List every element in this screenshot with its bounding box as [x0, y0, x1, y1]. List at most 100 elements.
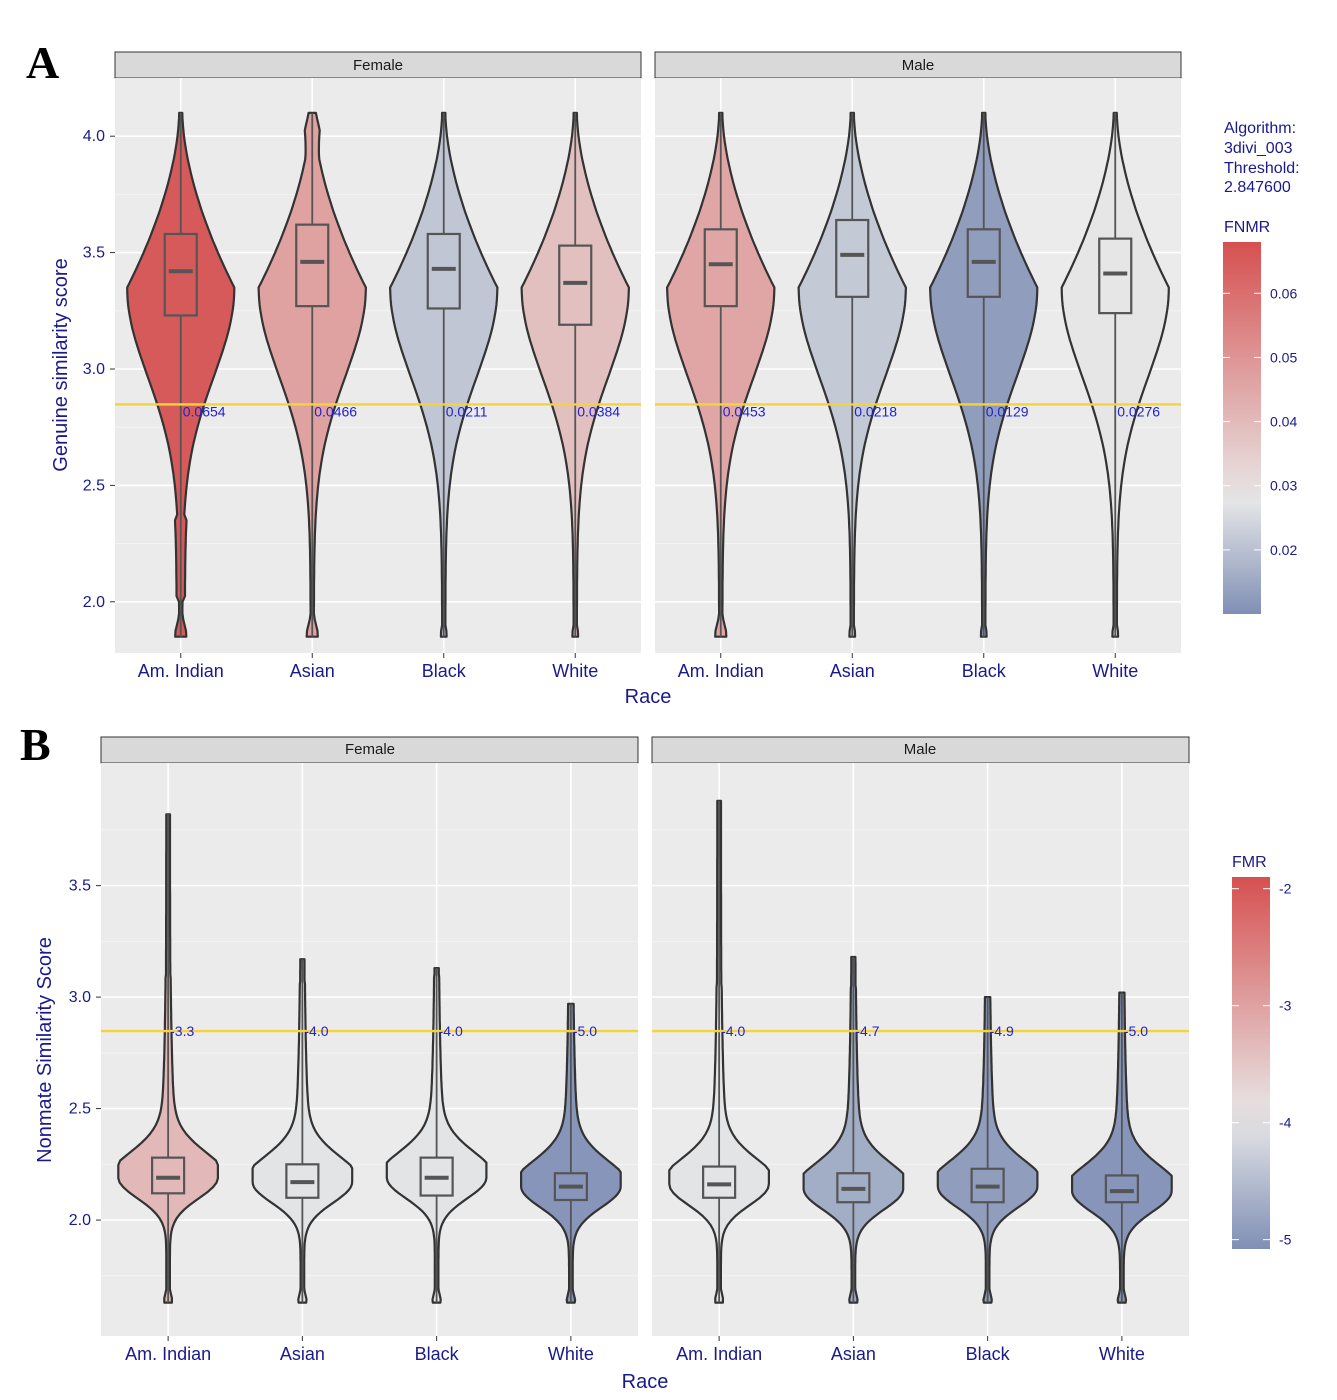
legend-title-fmr: FMR [1232, 854, 1267, 871]
x-axis-b: Am. Indian Asian Black White Am. Indian Asian… [125, 1336, 1145, 1364]
colorbar-tick-label: 0.03 [1270, 478, 1297, 494]
strip-label: Male [904, 741, 937, 758]
x-tick-label: White [548, 1344, 594, 1364]
x-tick-label: White [552, 661, 598, 681]
rate-label: 0.0211 [446, 403, 488, 419]
x-tick-label: Black [966, 1344, 1011, 1364]
rate-labels-a: 0.0654 0.0466 0.0211 0.0384 0.0453 0.0218 0.01… [183, 403, 1161, 419]
y-tick-label: 2.0 [69, 1212, 91, 1229]
y-axis-title-b: Nonmate Similarity Score [34, 937, 56, 1163]
rate-label: -4.0 [439, 1023, 463, 1039]
legend-annotation-line: 2.847600 [1224, 179, 1291, 196]
y-axis-a: 2.0 2.5 3.0 3.5 4.0 [83, 128, 115, 611]
strip-male-a [654, 51, 1182, 79]
strip-female-b [100, 736, 639, 764]
colorbar-ticks-b: -2 -3 -4 -5 [1232, 881, 1292, 1248]
violin-group [668, 799, 770, 1304]
x-tick-label: Am. Indian [676, 1344, 762, 1364]
legend-annotation-line: 3divi_003 [1224, 140, 1293, 157]
legend-annotation-line: Threshold: [1224, 160, 1300, 177]
x-tick-label: Asian [280, 1344, 325, 1364]
x-axis-title-b: Race [622, 1371, 669, 1393]
panel-background [652, 763, 1189, 1336]
x-tick-label: Am. Indian [678, 661, 764, 681]
y-tick-label: 3.0 [83, 361, 105, 378]
colorbar-tick-label: 0.02 [1270, 542, 1297, 558]
x-tick-label: Black [962, 661, 1007, 681]
x-tick-label: Black [415, 1344, 460, 1364]
rate-label: 0.0654 [183, 403, 226, 419]
chart-a: A Female Male 0.0654 0.0466 0.0211 0.0384 0.… [26, 37, 1300, 708]
y-tick-label: 3.5 [83, 245, 105, 262]
x-tick-label: Am. Indian [125, 1344, 211, 1364]
violin-group [929, 111, 1039, 638]
colorbar-tick-label: -4 [1279, 1115, 1292, 1131]
x-axis-title-a: Race [625, 686, 672, 708]
rate-label: 0.0466 [314, 403, 357, 419]
violin-group [126, 111, 236, 638]
violin-group [117, 813, 219, 1304]
strip-label: Female [353, 57, 403, 74]
colorbar-b [1232, 877, 1270, 1249]
rate-label: -5.0 [573, 1023, 597, 1039]
strip-label: Male [902, 57, 935, 74]
violin-group [385, 967, 488, 1304]
violin-group [251, 958, 354, 1304]
violin-group [520, 111, 630, 638]
strip-male-b [651, 736, 1190, 764]
rate-label: -4.9 [990, 1023, 1014, 1039]
x-axis-a: Am. Indian Asian Black White Am. Indian Asian… [138, 653, 1138, 681]
colorbar-tick-label: -2 [1279, 881, 1292, 897]
facet-female-b: Female [100, 736, 639, 1336]
y-tick-label: 2.5 [69, 1101, 91, 1118]
y-tick-label: 2.0 [83, 594, 105, 611]
y-axis-title-a: Genuine similarity score [50, 258, 72, 471]
strip-female-a [114, 51, 642, 79]
x-tick-label: White [1092, 661, 1138, 681]
strip-label: Female [345, 741, 395, 758]
violin-group [666, 111, 776, 638]
legend-annotation-line: Algorithm: [1224, 120, 1296, 137]
y-tick-label: 2.5 [83, 477, 105, 494]
x-tick-label: Asian [830, 661, 875, 681]
colorbar-tick-label: -5 [1279, 1232, 1292, 1248]
legend-a: Algorithm: 3divi_003 Threshold: 2.847600… [1223, 120, 1300, 614]
violin-group [802, 955, 905, 1304]
colorbar-ticks-a: 0.06 0.05 0.04 0.03 0.02 [1223, 285, 1297, 558]
x-tick-label: Asian [831, 1344, 876, 1364]
rate-labels-b: -3.3 -4.0 -4.0 -5.0 -4.0 -4.7 -4.9 -5.0 [170, 1023, 1148, 1039]
colorbar-tick-label: 0.04 [1270, 414, 1297, 430]
x-tick-label: Asian [290, 661, 335, 681]
rate-label: 0.0384 [577, 403, 620, 419]
colorbar-tick-label: 0.05 [1270, 349, 1297, 365]
chart-b: B Female Male -3.3 -4.0 -4.0 -5.0 -4.0 -4.7 -4… [20, 719, 1292, 1393]
rate-label: -3.3 [170, 1023, 194, 1039]
panel-label-a: A [26, 37, 59, 88]
violin-group [797, 111, 907, 638]
x-tick-label: Black [422, 661, 467, 681]
rate-label: 0.0129 [986, 403, 1029, 419]
rate-label: 0.0453 [723, 403, 766, 419]
rate-label: 0.0218 [854, 403, 897, 419]
violin-group [936, 996, 1039, 1304]
rate-label: 0.0276 [1117, 403, 1160, 419]
rate-label: -4.7 [855, 1023, 879, 1039]
x-tick-label: White [1099, 1344, 1145, 1364]
rate-label: -4.0 [721, 1023, 745, 1039]
legend-title-fnmr: FNMR [1224, 219, 1270, 236]
violins-a [126, 111, 1170, 638]
rate-label: -4.0 [304, 1023, 328, 1039]
legend-b: FMR -2 -3 -4 -5 [1232, 854, 1292, 1249]
colorbar-tick-label: -3 [1279, 998, 1292, 1014]
y-tick-label: 3.0 [69, 989, 91, 1006]
panel-label-b: B [20, 719, 51, 770]
violin-group [389, 111, 499, 638]
violin-group [1071, 991, 1173, 1304]
facet-male-b: Male [651, 736, 1190, 1336]
violins-b [117, 799, 1173, 1304]
violin-group [257, 111, 367, 638]
y-tick-label: 3.5 [69, 878, 91, 895]
x-tick-label: Am. Indian [138, 661, 224, 681]
rate-label: -5.0 [1124, 1023, 1148, 1039]
